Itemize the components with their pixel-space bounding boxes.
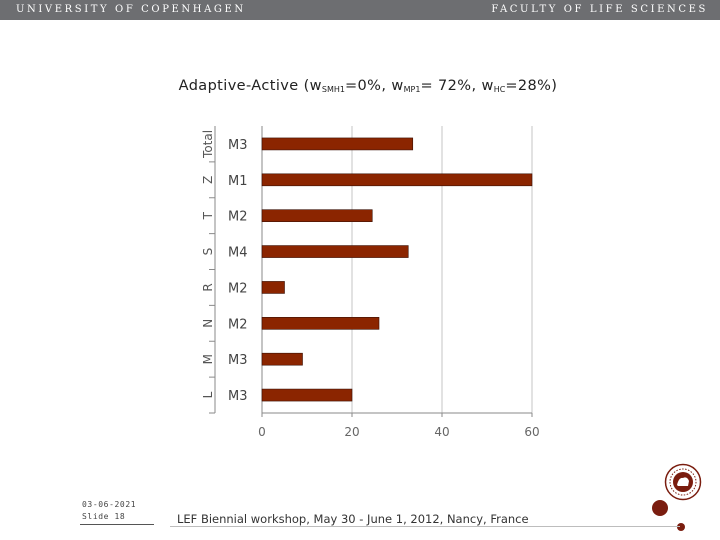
- y-category-label: S: [201, 248, 215, 256]
- decor-dot-large: [652, 500, 668, 516]
- bar-label: M1: [228, 174, 248, 189]
- bar-label: M2: [228, 281, 248, 296]
- bar: [261, 245, 409, 258]
- bar: [261, 281, 285, 294]
- title-sub-smh1: SMH1: [321, 85, 345, 94]
- bar: [261, 317, 380, 330]
- footer-event: LEF Biennial workshop, May 30 - June 1, …: [177, 512, 529, 526]
- bar-label: M3: [228, 138, 248, 153]
- x-tick-label: 0: [258, 425, 266, 439]
- footer-date-block: 03-06-2021 Slide 18: [82, 499, 136, 523]
- y-category-label: R: [201, 283, 215, 291]
- footer-slide-number: Slide 18: [82, 512, 126, 521]
- footer-date: 03-06-2021: [82, 500, 137, 509]
- faculty-name: FACULTY OF LIFE SCIENCES: [491, 4, 708, 15]
- bar-label: M2: [228, 317, 248, 332]
- bar: [261, 209, 373, 222]
- bar-label: M3: [228, 389, 248, 404]
- bar: [261, 388, 353, 402]
- university-name: UNIVERSITY OF COPENHAGEN: [16, 4, 246, 15]
- title-text: Adaptive-Active (w: [178, 78, 322, 94]
- title-sub-hc: HC: [493, 85, 506, 94]
- y-category-label: N: [201, 319, 215, 328]
- title-text-mid1: =0%, w: [344, 78, 404, 94]
- footer-divider: [80, 524, 154, 525]
- footer-line: [170, 526, 680, 527]
- y-category-label: Z: [201, 176, 215, 184]
- x-tick-label: 40: [434, 425, 449, 439]
- x-tick-label: 60: [524, 425, 539, 439]
- university-seal-icon: [664, 463, 702, 501]
- bar: [261, 137, 414, 151]
- title-sub-mp1: MP1: [403, 85, 421, 94]
- bar-label: M2: [228, 210, 248, 225]
- bar-label: M3: [228, 353, 248, 368]
- y-category-label: T: [201, 211, 215, 220]
- header-bar: UNIVERSITY OF COPENHAGEN FACULTY OF LIFE…: [0, 0, 720, 20]
- x-tick-label: 20: [344, 425, 359, 439]
- bar: [261, 173, 533, 187]
- y-category-label: Total: [201, 130, 215, 159]
- y-category-label: L: [201, 391, 215, 398]
- y-category-label: M: [201, 354, 215, 364]
- bar-label: M4: [228, 246, 248, 261]
- bar: [261, 352, 303, 366]
- decor-dot-small: [677, 523, 685, 531]
- title-text-mid2: = 72%, w: [420, 78, 494, 94]
- title-text-end: =28%): [505, 78, 558, 94]
- chart-title: Adaptive-Active (wSMH1=0%, wMP1= 72%, wH…: [0, 78, 720, 94]
